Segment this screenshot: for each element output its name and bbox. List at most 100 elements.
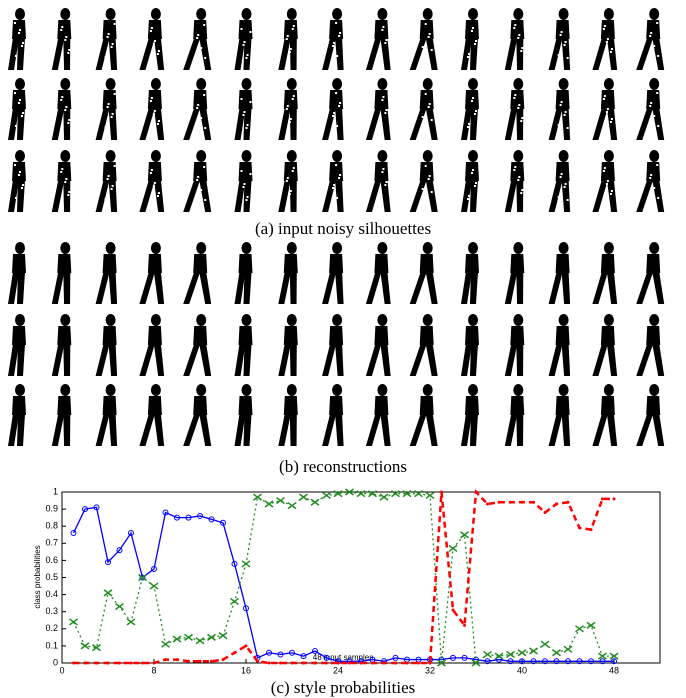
noise [293, 167, 295, 169]
noise [68, 191, 70, 193]
noise [154, 110, 156, 112]
head [60, 150, 70, 162]
noise [611, 48, 613, 50]
body [556, 90, 570, 109]
leg [516, 272, 523, 304]
leg [636, 108, 653, 140]
body [148, 20, 162, 39]
body [510, 20, 524, 39]
noise [67, 122, 69, 124]
leg [278, 38, 291, 70]
marker [576, 626, 584, 632]
noise [606, 183, 608, 185]
noise [333, 184, 335, 186]
silhouette [235, 8, 253, 70]
head [287, 8, 297, 20]
noise [199, 120, 201, 122]
y-tick-label: 0.3 [45, 606, 58, 616]
noise [517, 37, 519, 39]
noise [336, 55, 338, 57]
silhouette [52, 242, 72, 304]
silhouette [183, 150, 211, 212]
noise [656, 92, 658, 94]
noise [474, 185, 476, 187]
noise [603, 98, 605, 100]
noise [565, 111, 567, 113]
noise [289, 51, 291, 53]
leg [335, 272, 344, 304]
noise [653, 115, 655, 117]
noise [154, 40, 156, 42]
marker [107, 662, 110, 665]
leg [652, 180, 664, 212]
head [287, 314, 297, 326]
leg [154, 108, 164, 140]
leg [652, 38, 664, 70]
leg [335, 38, 344, 70]
body [420, 326, 434, 345]
noise [243, 186, 245, 188]
body [103, 326, 117, 345]
y-tick-label: 0.8 [45, 521, 58, 531]
body [601, 326, 615, 345]
noise [567, 127, 569, 129]
noise [652, 48, 654, 50]
silhouette [278, 8, 298, 70]
noise [650, 174, 652, 176]
body [374, 254, 388, 273]
marker [521, 501, 524, 504]
noise [560, 104, 562, 106]
noise [333, 112, 335, 114]
noise [560, 176, 562, 178]
marker [130, 662, 133, 665]
head [423, 150, 433, 162]
leg [426, 108, 438, 140]
silhouette [322, 150, 344, 212]
noise [561, 31, 563, 33]
leg [199, 272, 211, 304]
noise [150, 172, 152, 174]
marker [291, 662, 294, 665]
line [74, 492, 615, 663]
noise [105, 56, 107, 58]
noise [21, 45, 23, 47]
body [239, 396, 253, 415]
marker [104, 590, 112, 596]
noise [108, 175, 110, 177]
noise [151, 97, 153, 99]
body [420, 396, 434, 415]
x-tick-label: 48 [609, 665, 619, 675]
noise [247, 196, 249, 198]
head [242, 242, 252, 254]
marker [578, 526, 581, 529]
noise [21, 115, 23, 117]
noise [606, 41, 608, 43]
noise [290, 118, 292, 120]
y-axis-label: class probabilities [33, 545, 42, 608]
leg [410, 180, 427, 212]
noise [653, 187, 655, 189]
leg [139, 414, 155, 446]
head [151, 8, 161, 20]
silhouette [52, 384, 72, 446]
body [374, 326, 388, 345]
noise [196, 37, 198, 39]
noise [521, 189, 523, 191]
head [559, 242, 569, 254]
head [468, 384, 478, 396]
noise [513, 27, 515, 29]
head [559, 384, 569, 396]
head [287, 242, 297, 254]
noise [246, 199, 248, 201]
head [60, 78, 70, 90]
noise [14, 164, 16, 166]
silhouette [592, 78, 617, 140]
noise [244, 41, 246, 43]
body [103, 90, 117, 109]
noise [65, 178, 67, 180]
body [57, 20, 71, 39]
head [196, 384, 206, 396]
noise [378, 194, 380, 196]
marker [95, 662, 98, 665]
marker [553, 650, 561, 656]
